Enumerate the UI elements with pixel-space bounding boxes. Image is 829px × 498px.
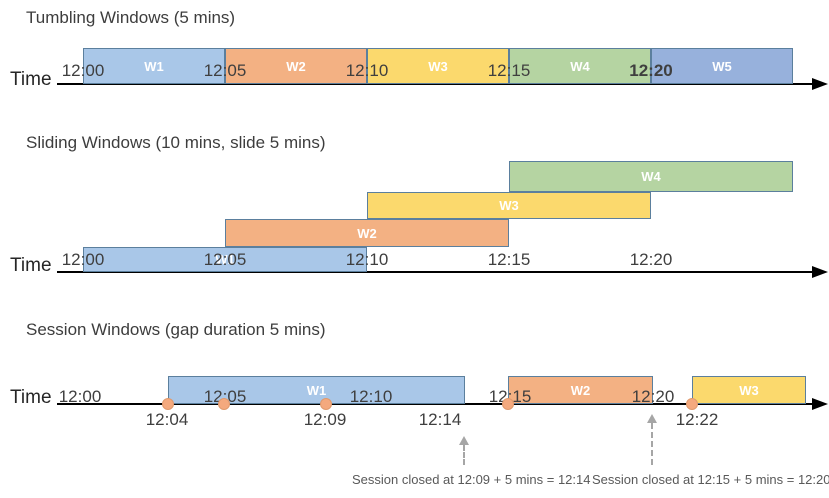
window-label: W1: [306, 382, 327, 398]
sliding-section-title: Sliding Windows (10 mins, slide 5 mins): [26, 133, 326, 152]
sliding-timeline-axis: [57, 271, 814, 273]
session-close-annotation: Session closed at 12:15 + 5 mins = 12:20: [592, 472, 829, 487]
session-close-arrow-icon: [647, 414, 657, 423]
event-time-label: 12:22: [675, 410, 719, 429]
session-close-annotation: Session closed at 12:09 + 5 mins = 12:14: [352, 472, 591, 487]
tick-label: 12:10: [349, 387, 393, 406]
tumbling-window-w1: W1: [83, 48, 225, 84]
window-label: W1: [215, 252, 235, 267]
event-dot: [162, 398, 174, 410]
window-label: W3: [739, 382, 759, 398]
time-axis-label: Time: [10, 69, 52, 90]
window-label: W3: [428, 58, 448, 74]
event-dot: [502, 398, 514, 410]
window-label: W4: [641, 169, 661, 184]
tick-label: 12:20: [629, 61, 673, 80]
tick-label: 12:20: [629, 250, 673, 269]
tick-label: 12:15: [488, 387, 532, 406]
tumbling-section-title: Tumbling Windows (5 mins): [26, 8, 236, 27]
event-time-label: 12:14: [418, 410, 462, 429]
tumbling-timeline-axis: [57, 83, 814, 85]
tick-label: 12:10: [345, 250, 389, 269]
window-label: W5: [712, 58, 732, 74]
tick-label: 12:00: [61, 61, 105, 80]
axis-arrowhead-icon: [812, 78, 828, 90]
session-window-w1: W1: [168, 376, 465, 404]
sliding-window-w4: W4: [509, 161, 793, 192]
tumbling-window-w3: W3: [367, 48, 509, 84]
session-section-title: Session Windows (gap duration 5 mins): [26, 320, 326, 339]
axis-arrowhead-icon: [812, 266, 828, 278]
window-label: W2: [570, 382, 591, 398]
session-close-arrow-icon: [459, 436, 469, 445]
event-dot: [218, 398, 230, 410]
event-time-label: 12:09: [303, 410, 347, 429]
window-label: W1: [144, 58, 164, 74]
tick-label: 12:00: [58, 387, 102, 406]
window-label: W2: [357, 225, 377, 241]
tick-label: 12:20: [631, 387, 675, 406]
sliding-window-w3: W3: [367, 192, 651, 219]
axis-arrowhead-icon: [812, 398, 828, 410]
tick-label: 12:05: [203, 250, 247, 269]
window-label: W2: [286, 58, 306, 74]
event-dot: [686, 398, 698, 410]
tumbling-window-w4: W4: [509, 48, 651, 84]
session-window-w3: W3: [692, 376, 806, 404]
session-window-w2: W2: [508, 376, 653, 404]
time-axis-label: Time: [10, 255, 52, 276]
sliding-window-w2: W2: [225, 219, 509, 247]
tick-label: 12:00: [61, 250, 105, 269]
event-time-label: 12:04: [145, 410, 189, 429]
tumbling-window-w5: W5: [651, 48, 793, 84]
tick-label: 12:05: [203, 61, 247, 80]
tick-label: 12:10: [345, 61, 389, 80]
event-dot: [320, 398, 332, 410]
sliding-window-w1: W1: [83, 247, 367, 272]
window-label: W4: [570, 58, 590, 74]
window-label: W3: [499, 198, 519, 213]
session-close-arrow-line: [463, 445, 465, 465]
tumbling-window-w2: W2: [225, 48, 367, 84]
session-close-arrow-line: [651, 423, 653, 465]
tick-label: 12:15: [487, 250, 531, 269]
tick-label: 12:15: [487, 61, 531, 80]
time-axis-label: Time: [10, 387, 52, 408]
session-timeline-axis: [57, 403, 814, 405]
tick-label: 12:05: [203, 387, 247, 406]
